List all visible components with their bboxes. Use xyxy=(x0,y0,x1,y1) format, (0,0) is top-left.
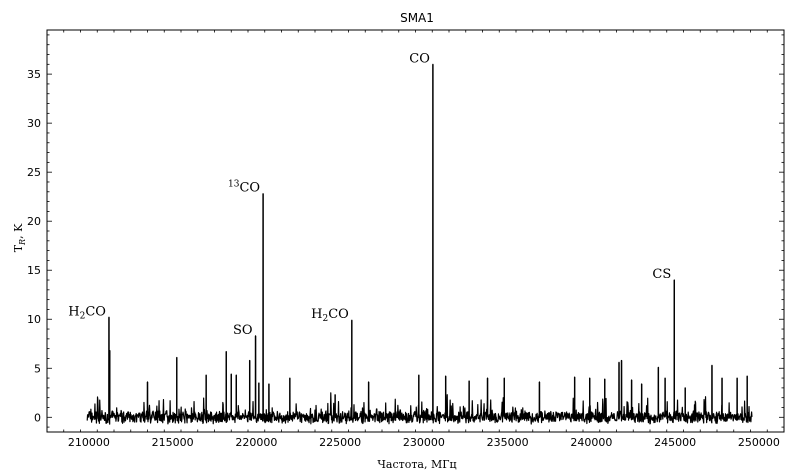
annotation-label: SO xyxy=(233,323,253,338)
line-annotations: H2CO SO 13CO H2CO CO CS xyxy=(68,51,671,338)
x-tick-label: 225000 xyxy=(319,436,361,449)
x-axis-label: Частота, МГц xyxy=(377,458,456,471)
y-tick-label: 0 xyxy=(34,411,41,424)
annotation-label: CO xyxy=(409,51,430,66)
y-axis-label: TR, K xyxy=(12,223,27,252)
y-tick-label: 30 xyxy=(27,117,41,130)
x-tick-label: 230000 xyxy=(403,436,445,449)
annotation-label: 13CO xyxy=(228,180,260,196)
x-tick-label: 245000 xyxy=(654,436,696,449)
chart-title: SMA1 xyxy=(400,11,434,25)
x-axis: 210000 215000 220000 225000 230000 235000 2400… xyxy=(46,30,785,449)
spectrum-line xyxy=(86,63,753,425)
annotation-label: CS xyxy=(652,267,671,282)
x-tick-label: 235000 xyxy=(487,436,529,449)
y-tick-label: 10 xyxy=(27,313,41,326)
x-tick-label: 215000 xyxy=(152,436,194,449)
y-tick-label: 15 xyxy=(27,264,41,277)
y-tick-label: 25 xyxy=(27,166,41,179)
x-tick-label: 210000 xyxy=(68,436,110,449)
x-tick-label: 250000 xyxy=(738,436,780,449)
y-axis-label-tail: , K xyxy=(12,223,25,239)
y-axis: 0 5 10 15 20 25 30 35 xyxy=(27,34,784,428)
plot-frame xyxy=(46,29,785,433)
annotation-label: H2CO xyxy=(311,307,349,324)
annotation-label: H2CO xyxy=(68,304,106,321)
y-tick-label: 35 xyxy=(27,68,41,81)
y-tick-label: 20 xyxy=(27,215,41,228)
y-axis-label-main: T xyxy=(12,244,25,252)
y-tick-label: 5 xyxy=(34,362,41,375)
plot-area xyxy=(86,63,753,425)
x-tick-label: 240000 xyxy=(570,436,612,449)
y-axis-label-sub: R xyxy=(18,239,27,246)
x-tick-label: 220000 xyxy=(235,436,277,449)
